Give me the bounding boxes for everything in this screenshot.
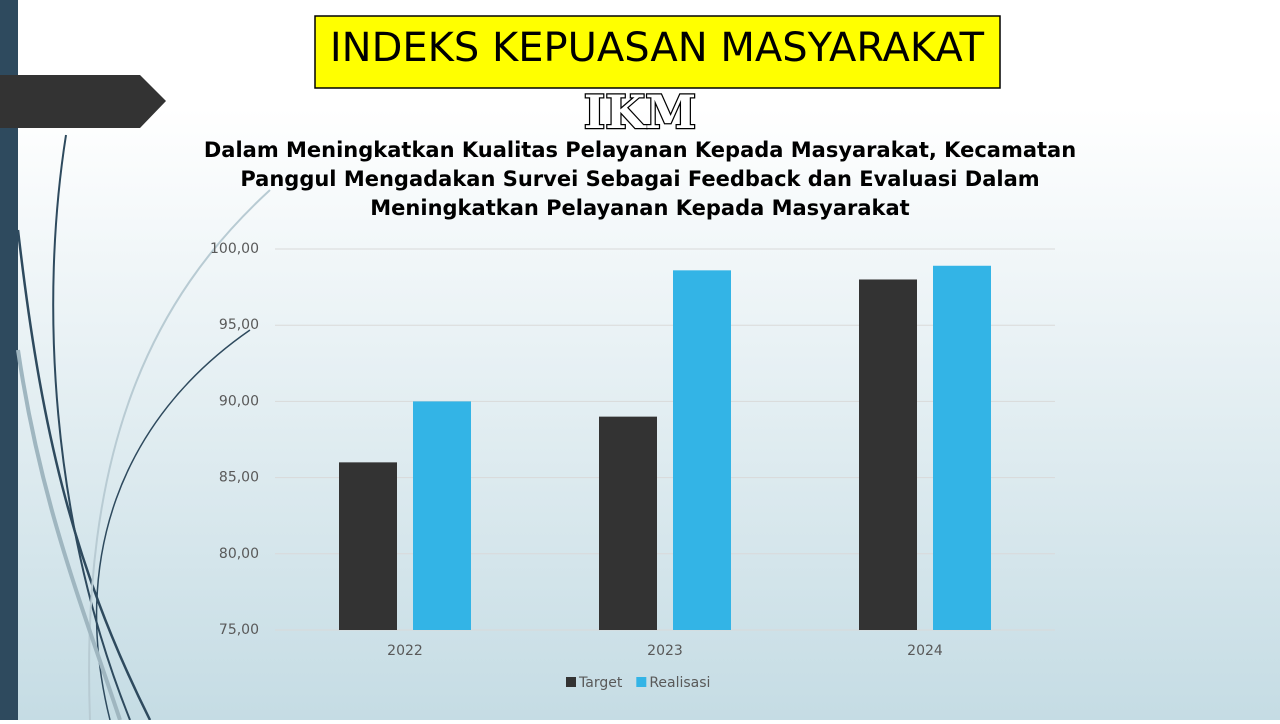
legend-swatch — [566, 677, 576, 687]
side-stripe — [0, 0, 18, 720]
arrow-banner — [0, 75, 166, 128]
legend-swatch — [636, 677, 647, 687]
decor-curves — [16, 134, 271, 721]
bar — [933, 265, 991, 630]
y-tick-label: 100,00 — [210, 241, 259, 257]
bar — [413, 401, 471, 630]
y-tick-label: 75,00 — [219, 622, 259, 638]
bar — [673, 270, 731, 630]
y-tick-label: 85,00 — [219, 470, 259, 486]
chart-title-box: Dalam Meningkatkan Kualitas Pelayanan Ke… — [203, 138, 1077, 220]
y-tick-label: 95,00 — [219, 317, 259, 333]
legend-label: Realisasi — [649, 675, 710, 691]
chart-title: Dalam Meningkatkan Kualitas Pelayanan Ke… — [203, 138, 1077, 220]
bar — [599, 416, 657, 630]
x-tick-label: 2024 — [907, 643, 943, 659]
slide-title: INDEKS KEPUASAN MASYARAKAT — [330, 25, 985, 71]
bar — [859, 279, 917, 630]
x-tick-label: 2023 — [647, 643, 683, 659]
slide-subtitle: IKM — [584, 85, 696, 139]
y-tick-label: 90,00 — [219, 393, 259, 409]
title-box — [314, 15, 1001, 89]
x-tick-label: 2022 — [387, 643, 423, 659]
y-tick-label: 80,00 — [219, 546, 259, 562]
legend-label: Target — [578, 675, 623, 691]
bar — [339, 462, 397, 630]
